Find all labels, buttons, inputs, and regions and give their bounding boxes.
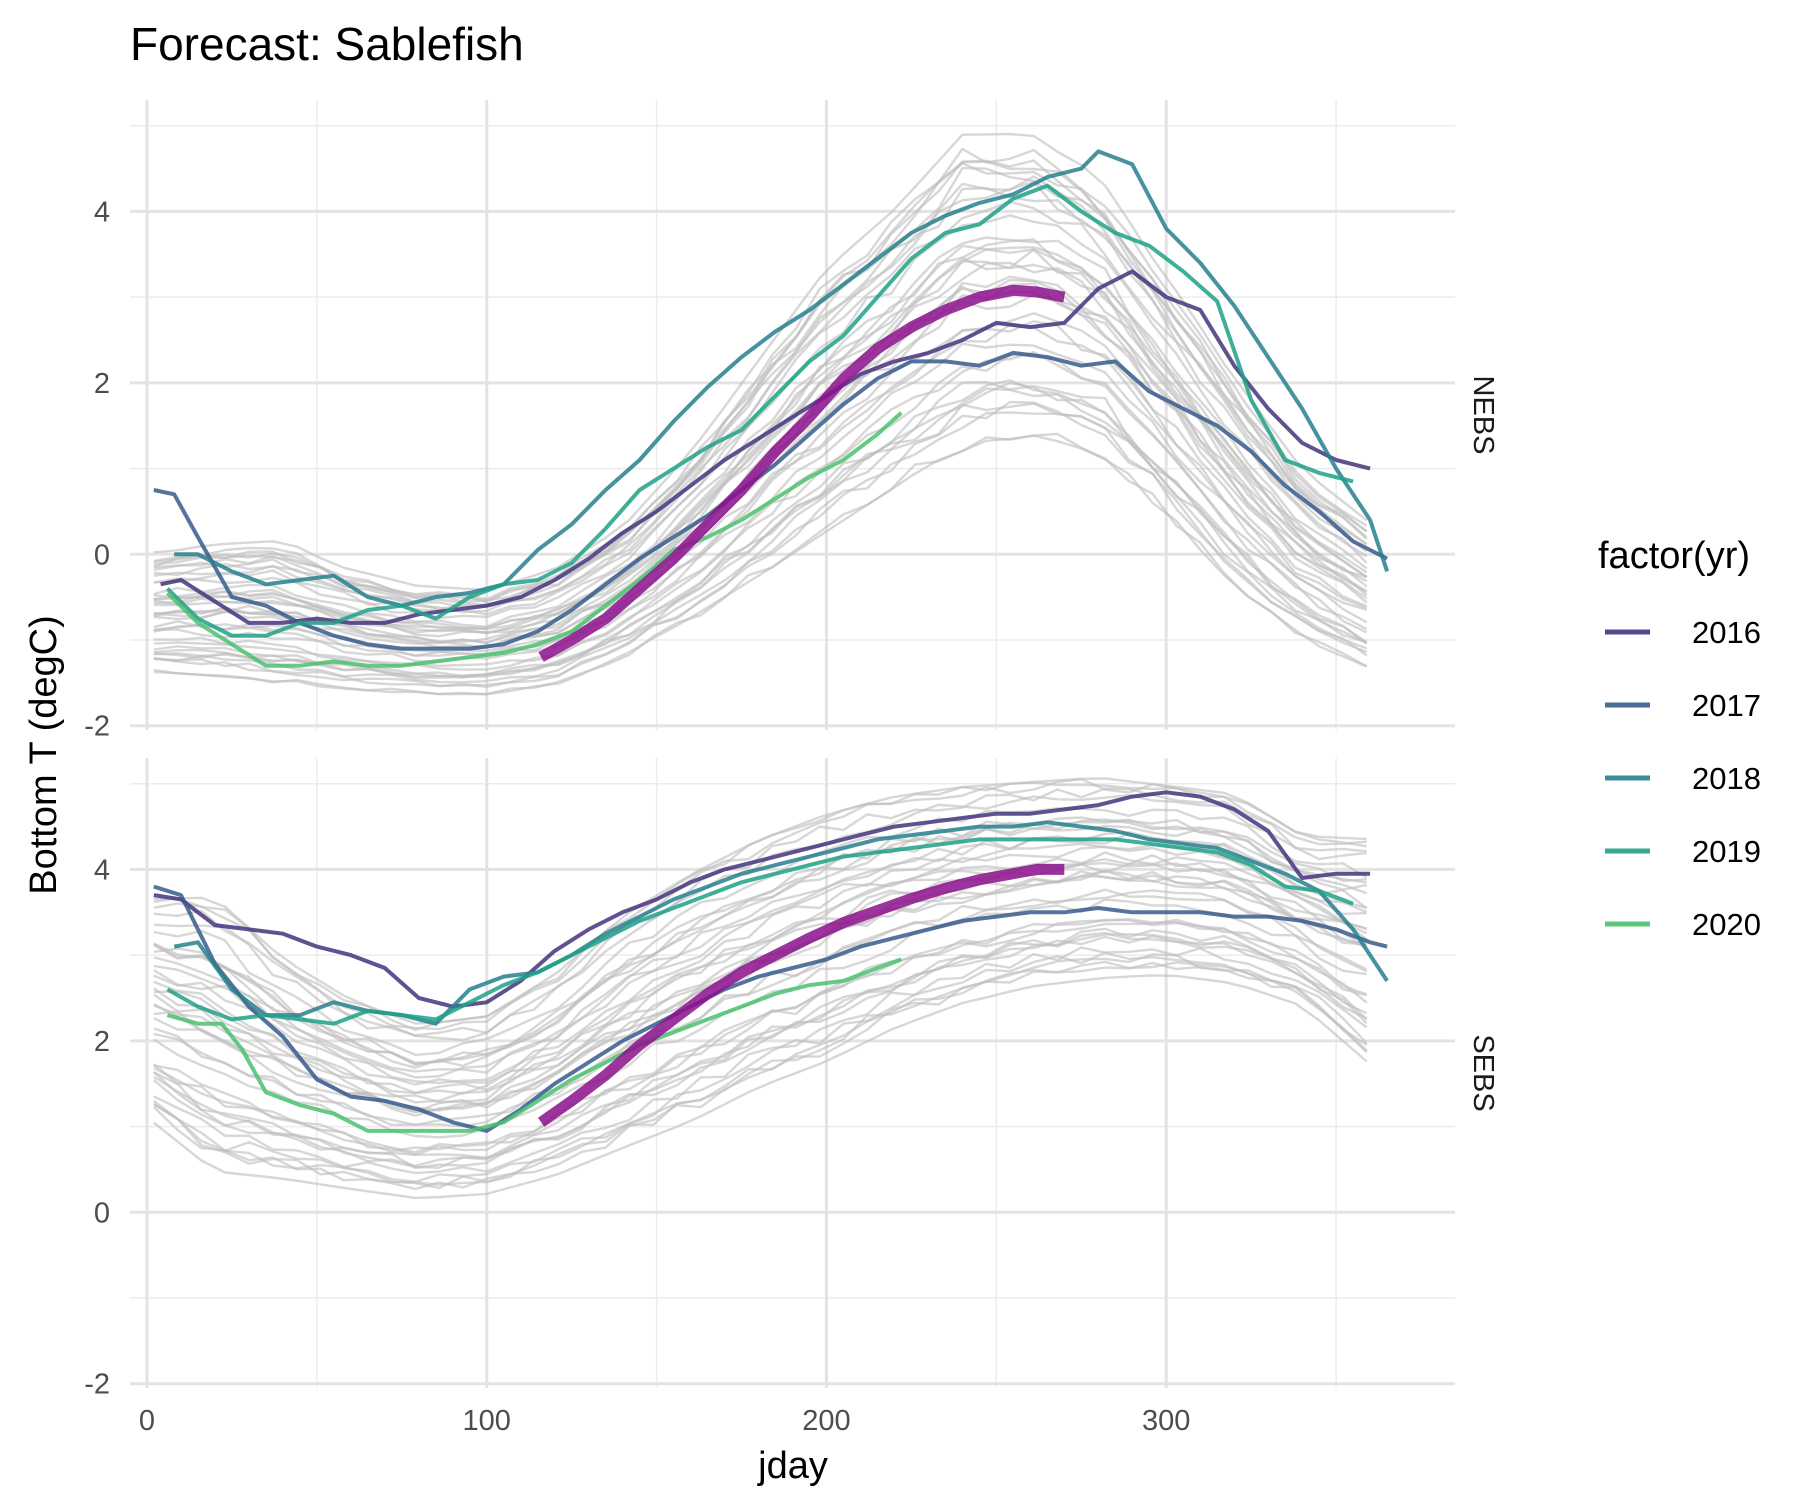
strip-label-sebs: SEBS bbox=[1467, 1034, 1499, 1111]
series-line-2018 bbox=[174, 149, 1389, 608]
panel-nebs-y-ticks: -2 0 2 4 bbox=[84, 196, 110, 742]
panel-nebs-series bbox=[153, 149, 1389, 668]
historical-year-line bbox=[153, 794, 1367, 1042]
historical-year-line bbox=[153, 180, 1368, 611]
y-tick-label: 2 bbox=[94, 1026, 110, 1058]
x-tick-label: 100 bbox=[463, 1405, 511, 1437]
historical-year-line bbox=[153, 845, 1367, 1086]
historical-year-line bbox=[153, 353, 1368, 671]
historical-year-line bbox=[153, 248, 1368, 635]
legend-label-2017: 2017 bbox=[1692, 688, 1761, 723]
historical-year-line bbox=[153, 807, 1368, 1057]
historical-year-line bbox=[153, 236, 1368, 628]
panel-nebs-historical-lines bbox=[153, 132, 1368, 696]
y-tick-label: 2 bbox=[94, 368, 110, 400]
series-line-2019 bbox=[166, 837, 1354, 1026]
panel-nebs-minor-grid bbox=[130, 100, 1455, 730]
historical-year-line bbox=[153, 402, 1368, 684]
y-tick-label: 4 bbox=[94, 196, 110, 228]
legend-label-2019: 2019 bbox=[1692, 834, 1761, 869]
historical-year-line bbox=[153, 974, 1368, 1200]
legend-label-2018: 2018 bbox=[1692, 761, 1761, 796]
historical-year-line bbox=[153, 777, 1367, 1025]
historical-year-line bbox=[153, 933, 1368, 1170]
historical-year-line bbox=[153, 960, 1368, 1187]
y-tick-label: -2 bbox=[84, 1369, 110, 1401]
panel-nebs: -2 0 2 4 NEBS bbox=[84, 100, 1499, 743]
panel-sebs-y-ticks: -2 0 2 4 bbox=[84, 854, 110, 1400]
series-line-2020 bbox=[165, 411, 903, 668]
historical-year-line bbox=[153, 323, 1368, 657]
y-tick-label: 0 bbox=[94, 539, 110, 571]
historical-year-line bbox=[152, 961, 1368, 1191]
historical-year-line bbox=[153, 889, 1368, 1127]
y-tick-label: 0 bbox=[94, 1197, 110, 1229]
legend-label-2016: 2016 bbox=[1692, 615, 1761, 650]
legend: factor(yr) 2016 2017 2018 2019 2020 bbox=[1598, 535, 1761, 942]
historical-year-line bbox=[153, 918, 1368, 1157]
y-axis-title: Bottom T (degC) bbox=[23, 615, 65, 895]
y-tick-label: -2 bbox=[84, 711, 110, 743]
historical-year-line bbox=[153, 861, 1368, 1104]
historical-year-line bbox=[153, 320, 1368, 658]
historical-year-line bbox=[153, 214, 1368, 620]
historical-year-line bbox=[153, 816, 1367, 1064]
historical-year-line bbox=[153, 434, 1368, 696]
historical-year-line bbox=[153, 862, 1368, 1104]
historical-year-line bbox=[153, 951, 1368, 1184]
x-tick-label: 200 bbox=[802, 1405, 850, 1437]
series-line-2019 bbox=[165, 183, 1354, 638]
panel-sebs-series bbox=[153, 790, 1389, 1133]
legend-title: factor(yr) bbox=[1598, 535, 1750, 577]
chart-title: Forecast: Sablefish bbox=[130, 18, 524, 70]
forecast-line bbox=[538, 284, 1066, 662]
panel-sebs-historical-lines bbox=[152, 777, 1368, 1200]
x-axis-ticks: 0 100 200 300 bbox=[139, 1405, 1190, 1437]
historical-year-line bbox=[153, 147, 1368, 601]
series-line-2017 bbox=[153, 884, 1388, 1133]
historical-year-line bbox=[153, 132, 1368, 592]
historical-year-line bbox=[153, 312, 1368, 654]
series-line-2016 bbox=[160, 269, 1371, 625]
strip-label-nebs: NEBS bbox=[1467, 376, 1499, 455]
forecast-line bbox=[537, 863, 1065, 1127]
historical-year-line bbox=[153, 851, 1368, 1095]
historical-year-line bbox=[153, 869, 1367, 1114]
historical-year-line bbox=[153, 946, 1368, 1175]
historical-year-line bbox=[153, 248, 1368, 631]
series-line-2016 bbox=[153, 790, 1371, 1009]
historical-year-line bbox=[153, 824, 1368, 1068]
series-line-2020 bbox=[166, 957, 902, 1133]
legend-label-2020: 2020 bbox=[1692, 907, 1761, 942]
x-tick-label: 300 bbox=[1142, 1405, 1190, 1437]
historical-year-line bbox=[153, 411, 1368, 688]
panel-sebs: -2 0 2 4 SEBS bbox=[84, 758, 1499, 1401]
x-axis-title: jday bbox=[757, 1445, 828, 1487]
historical-year-line bbox=[153, 934, 1368, 1168]
y-tick-label: 4 bbox=[94, 854, 110, 886]
x-tick-label: 0 bbox=[139, 1405, 155, 1437]
